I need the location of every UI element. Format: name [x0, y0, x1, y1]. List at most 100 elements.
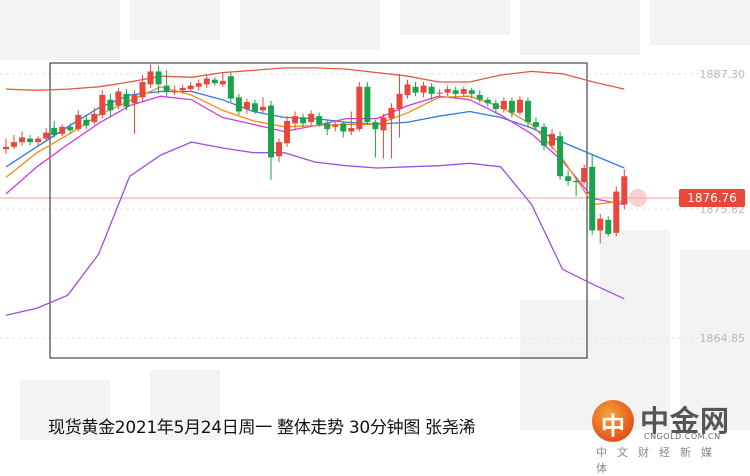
candle-body	[67, 126, 74, 131]
candle-body	[35, 138, 42, 143]
candle-body	[428, 86, 435, 94]
candle-body	[516, 99, 523, 113]
current-price-tag: 1876.76	[679, 188, 745, 207]
candle-body	[99, 95, 106, 116]
price-label: 1887.30	[700, 68, 746, 81]
candle-body	[524, 100, 531, 123]
moving-average-orange-line	[5, 86, 625, 206]
watermark-block	[20, 380, 110, 440]
candle-body	[492, 103, 499, 110]
candle-body	[187, 85, 194, 90]
candle-body	[267, 105, 274, 158]
candle-body	[27, 138, 34, 143]
logo-name: 中金网	[640, 404, 731, 438]
candle-body	[452, 90, 459, 94]
candle-body	[155, 71, 162, 85]
candle-body	[436, 92, 443, 94]
candle-body	[131, 95, 138, 104]
candle-body	[404, 84, 411, 95]
candle-body	[163, 85, 170, 92]
candle-body	[123, 93, 130, 107]
watermark-block	[150, 370, 220, 440]
logo-subtitle: 中文财经新媒体	[596, 446, 722, 475]
candle-body	[565, 176, 572, 181]
candle-body	[19, 137, 26, 143]
candle-body	[211, 79, 218, 84]
candle-body	[284, 120, 291, 144]
watermark-block	[400, 0, 510, 35]
price-label: 1864.85	[700, 332, 746, 345]
watermark-block	[130, 0, 220, 40]
moving-average-blue-line	[5, 90, 625, 169]
candle-body	[420, 85, 427, 93]
candle-body	[195, 83, 202, 87]
bollinger-upper-line	[5, 67, 625, 91]
candle-body	[147, 71, 154, 85]
candle-body	[605, 219, 612, 234]
candle-body	[324, 123, 331, 130]
candle-body	[51, 127, 58, 136]
candle-body	[348, 127, 355, 132]
candle-body	[621, 176, 628, 205]
indicator-lines	[5, 67, 625, 316]
candle-body	[380, 117, 387, 131]
candle-body	[388, 107, 395, 119]
candle-body	[179, 87, 186, 91]
candle-body	[227, 76, 234, 99]
candle-body	[91, 113, 98, 123]
highlight-frame	[49, 62, 588, 359]
watermark-block	[0, 0, 120, 60]
candle-body	[613, 191, 620, 233]
candle-body	[460, 89, 467, 94]
cngold-logo: 中 中金网 CNGOLD.COM.CN 中文财经新媒体	[592, 396, 742, 475]
candle-body	[484, 99, 491, 104]
candle-body	[235, 97, 242, 112]
candle-body	[300, 117, 307, 124]
candle-body	[308, 113, 315, 123]
candle-body	[549, 133, 556, 146]
bollinger-lower-line	[5, 141, 625, 316]
candle-body	[541, 126, 548, 146]
candle-body	[11, 142, 18, 147]
moving-average-magenta-line	[5, 95, 625, 206]
candle-body	[43, 132, 50, 139]
candle-body	[356, 86, 363, 130]
candle-body	[500, 100, 507, 110]
logo-mark-icon: 中	[592, 400, 634, 442]
candle-body	[364, 86, 371, 123]
candle-body	[557, 136, 564, 177]
candle-body	[276, 142, 283, 157]
candle-body	[203, 78, 210, 85]
candle-body	[332, 124, 339, 127]
candle-body	[75, 115, 82, 130]
candle-body	[139, 82, 146, 98]
logo-mark-char: 中	[601, 412, 625, 440]
candle-body	[468, 90, 475, 94]
candle-body	[83, 119, 90, 126]
candle-body	[340, 123, 347, 132]
candle-body	[59, 126, 66, 134]
candle-body	[412, 86, 419, 93]
watermark-block	[520, 300, 600, 430]
candle-body	[444, 89, 451, 93]
candle-body	[115, 91, 122, 106]
candle-body	[573, 180, 580, 183]
chart-caption: 现货黄金2021年5月24日周一 整体走势 30分钟图 张尧浠	[48, 418, 476, 438]
candle-body	[243, 102, 250, 110]
candle-body	[372, 122, 379, 130]
logo-url: CNGOLD.COM.CN	[644, 432, 721, 441]
candles	[3, 64, 628, 244]
candle-body	[476, 95, 483, 100]
watermark-block	[240, 0, 380, 50]
candle-body	[532, 122, 539, 127]
candle-body	[3, 146, 9, 150]
candle-body	[292, 116, 299, 124]
candle-body	[589, 166, 596, 231]
candle-body	[219, 80, 226, 85]
watermark-block	[680, 250, 750, 430]
watermark-block	[520, 0, 640, 55]
candle-body	[316, 116, 323, 125]
candle-body	[396, 93, 403, 110]
price-gridlines	[0, 73, 745, 339]
